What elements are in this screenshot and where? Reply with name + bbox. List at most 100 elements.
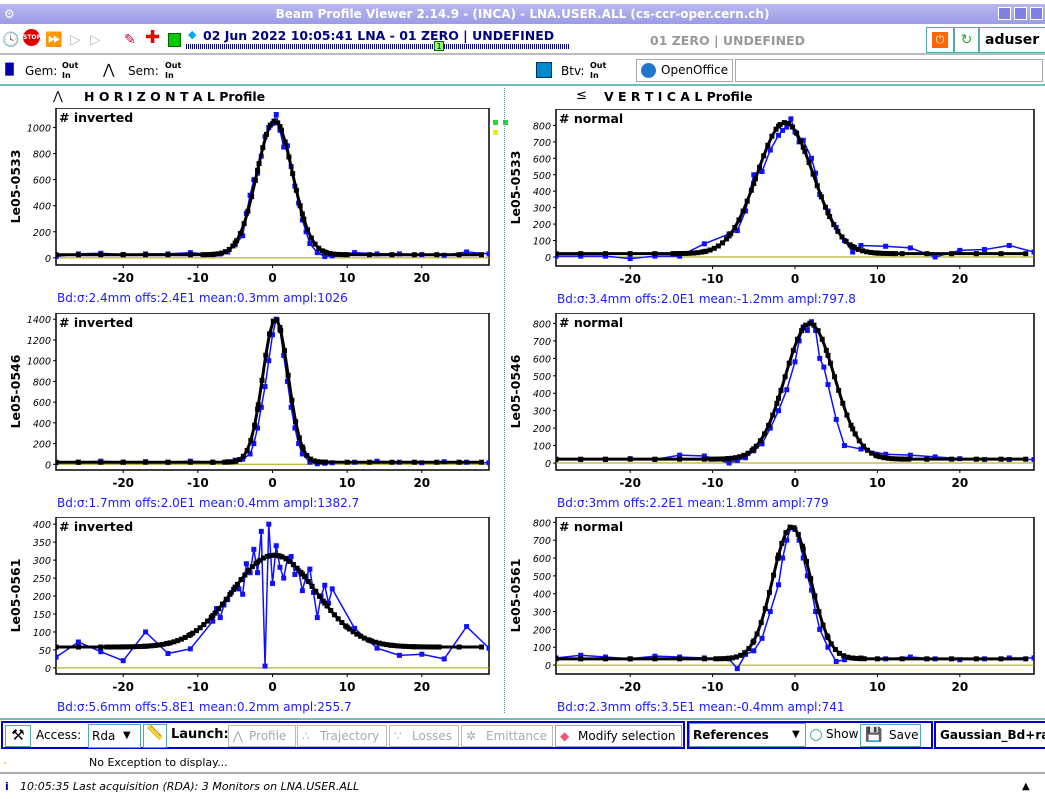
fit-mode-select[interactable]: Gaussian_Bd+raw <box>934 721 1045 749</box>
fit-point <box>785 120 791 126</box>
fast-forward-icon[interactable]: ⏩ <box>45 32 63 48</box>
fit-point <box>765 142 771 148</box>
y-tick-label: 100 <box>533 442 551 453</box>
fit-point <box>277 325 283 331</box>
measured-point <box>292 571 298 577</box>
green-square-icon[interactable] <box>168 33 181 47</box>
y-tick-label: 600 <box>533 154 551 165</box>
add-icon[interactable]: ✚ <box>145 27 161 48</box>
fit-point <box>327 251 333 257</box>
eraser-icon[interactable]: ✎ <box>124 32 136 48</box>
profile-chart-svg: 0 100 200 300 400 500 600 700 800 -20 -10 0 10 20 Le05… <box>508 312 1035 490</box>
measured-point <box>396 652 402 658</box>
fit-caption: Bd:σ:5.6mm offs:5.8E1 mean:0.2mm ampl:25… <box>57 700 352 714</box>
references-select[interactable]: References ▼ <box>689 723 806 747</box>
message-field[interactable] <box>735 59 1043 82</box>
plot-content <box>556 319 1034 466</box>
fit-point <box>713 656 719 662</box>
measured-point <box>240 456 246 462</box>
save-icon: 💾 <box>865 727 883 743</box>
measured-point <box>299 451 305 457</box>
show-radio[interactable] <box>810 729 822 741</box>
fit-point <box>346 626 352 632</box>
access-value: Rda <box>92 729 116 743</box>
fit-point <box>187 459 193 465</box>
fit-point <box>271 118 277 124</box>
x-tick-label: -20 <box>619 680 641 694</box>
fit-point <box>748 187 754 193</box>
fit-point <box>602 456 608 462</box>
fit-point <box>695 250 701 256</box>
fit-point <box>779 540 785 546</box>
ruler-icon[interactable]: 📏 <box>143 724 167 748</box>
profile-chart-svg: 0 200 400 600 800 1000 1200 1400 -20 -10 0 10 20 Le05… <box>8 312 490 490</box>
measured-point <box>258 404 264 410</box>
sem-label: Sem: <box>128 64 159 78</box>
emittance-launch-button[interactable]: ✲ Emittance <box>461 725 553 747</box>
access-select[interactable]: Rda ▼ <box>88 724 141 748</box>
fit-point <box>143 252 149 258</box>
profile-chart: 0 100 200 300 400 500 600 700 800 -20 -10 0 10 20 Le05… <box>500 312 1038 510</box>
measured-point <box>701 241 707 247</box>
maximize-button[interactable] <box>1014 7 1027 20</box>
y-tick-label: 200 <box>533 625 551 636</box>
trajectory-launch-button[interactable]: ∴ Trajectory <box>297 725 387 747</box>
refresh-button[interactable]: ↻ <box>954 27 979 53</box>
profile-chart-svg: 0 100 200 300 400 500 600 700 800 -20 -10 0 10 20 Le05… <box>508 516 1035 694</box>
y-tick-label: 100 <box>533 643 551 654</box>
fit-point <box>786 360 792 366</box>
losses-icon: ∵ <box>394 729 402 743</box>
profile-chart: 0 200 400 600 800 1000 -20 -10 0 10 20 Le05-0533 # i… <box>0 107 493 305</box>
stop-icon[interactable]: STOP <box>23 29 41 46</box>
play-step-icon[interactable]: ▷ <box>70 32 81 48</box>
fit-point <box>819 336 825 342</box>
losses-launch-button[interactable]: ∵ Losses <box>389 725 459 747</box>
measured-point <box>270 580 275 586</box>
fit-point <box>238 577 244 583</box>
fit-point <box>283 556 289 562</box>
fit-point <box>200 252 206 258</box>
measured-point <box>258 528 264 534</box>
vertical-panel-title: V E R T I C A L Profile <box>604 89 753 104</box>
fit-point <box>1023 656 1029 662</box>
fit-point <box>848 422 854 428</box>
fit-point <box>843 238 849 244</box>
measured-point <box>236 586 242 592</box>
measured-point <box>281 144 287 150</box>
x-tick-label: -20 <box>112 271 134 285</box>
measured-point <box>277 564 283 570</box>
minimize-button[interactable] <box>998 7 1011 20</box>
fit-point <box>308 456 314 462</box>
power-button[interactable]: ⏻ <box>926 27 954 53</box>
profile-launch-button[interactable]: ⋀ Profile <box>228 725 296 747</box>
fit-point <box>296 435 302 441</box>
y-tick-label: 400 <box>533 389 551 400</box>
fit-point <box>724 236 730 242</box>
fit-point <box>746 646 752 652</box>
modify-selection-button[interactable]: ◆ Modify selection <box>555 725 682 747</box>
measured-point <box>677 452 683 458</box>
fit-point <box>201 622 207 628</box>
fit-point <box>479 459 485 465</box>
fit-point <box>732 224 738 230</box>
fit-point <box>260 145 266 151</box>
timeline-marker[interactable]: 1 <box>434 41 444 51</box>
scroll-up-arrow[interactable]: ▲ <box>1022 781 1030 792</box>
panel-divider[interactable] <box>504 88 505 713</box>
measured-point <box>627 256 633 262</box>
tools-icon[interactable]: ⚒ <box>5 725 31 747</box>
fit-point <box>456 459 462 465</box>
fit-point <box>864 249 870 255</box>
clock-icon[interactable]: 🕓 <box>2 32 20 48</box>
user-selector[interactable]: aduser <box>979 27 1045 53</box>
fit-point <box>282 139 288 145</box>
timeline-bar[interactable] <box>186 44 570 49</box>
measured-point <box>817 626 823 632</box>
play-icon[interactable]: ▷ <box>90 32 101 48</box>
openoffice-button[interactable]: OpenOffice <box>636 59 733 82</box>
fit-point <box>316 245 322 251</box>
save-button[interactable]: 💾 Save <box>860 724 921 747</box>
close-button[interactable] <box>1030 7 1043 20</box>
out-label: Out <box>165 61 182 70</box>
measured-point <box>314 250 320 256</box>
